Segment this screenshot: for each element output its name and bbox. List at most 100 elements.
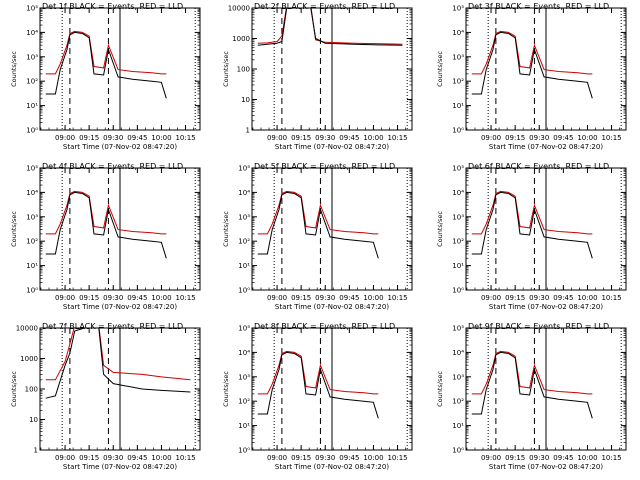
panel-det-4f: 10⁰ 10¹ 10² 10³ 10⁴ 10⁵ 09:00 09:15 09:30 09:45 10… bbox=[10, 162, 201, 311]
x-tick-label: 09:15 bbox=[505, 454, 525, 462]
x-tick-label: 09:00 bbox=[267, 454, 287, 462]
series-line-events bbox=[257, 8, 403, 46]
y-tick-label: 10000 bbox=[16, 325, 38, 333]
y-tick-label: 10¹ bbox=[452, 422, 464, 430]
series-line-events bbox=[471, 351, 593, 419]
y-tick-label: 10³ bbox=[452, 53, 464, 61]
x-axis-label: Start Time (07-Nov-02 08:47:20) bbox=[489, 463, 603, 471]
panel-title: Det 2f BLACK = Events, RED = LLD bbox=[254, 2, 395, 11]
panel-det-5f: 10⁰ 10¹ 10² 10³ 10⁴ 10⁵ 09:00 09:15 09:30 09:45 10… bbox=[222, 162, 413, 311]
x-tick-label: 09:45 bbox=[553, 454, 573, 462]
y-tick-label: 10³ bbox=[26, 213, 38, 221]
x-tick-label: 09:45 bbox=[553, 134, 573, 142]
series-line-lld bbox=[257, 350, 379, 395]
y-tick-label: 1 bbox=[34, 447, 38, 455]
y-axis-label: Counts/sec bbox=[222, 51, 230, 87]
y-tick-label: 10⁴ bbox=[452, 29, 464, 37]
panel-det-8f: 10⁰ 10¹ 10² 10³ 10⁴ 10⁵ 09:00 09:15 09:30 09:45 10… bbox=[222, 322, 413, 471]
panel-title: Det 7f BLACK = Events, RED = LLD bbox=[42, 322, 183, 331]
x-tick-label: 09:45 bbox=[339, 454, 359, 462]
y-tick-label: 10¹ bbox=[452, 262, 464, 270]
series-line-events bbox=[45, 328, 191, 399]
series-line-events bbox=[471, 191, 593, 259]
y-tick-label: 10² bbox=[452, 238, 464, 246]
x-tick-label: 09:15 bbox=[505, 134, 525, 142]
x-tick-label: 09:15 bbox=[79, 454, 99, 462]
series-line-lld bbox=[257, 8, 403, 45]
y-tick-label: 10⁰ bbox=[26, 127, 38, 135]
y-tick-label: 10⁴ bbox=[238, 189, 250, 197]
x-axis-label: Start Time (07-Nov-02 08:47:20) bbox=[275, 143, 389, 151]
y-axis-label: Counts/sec bbox=[436, 371, 444, 407]
panel-det-6f: 10⁰ 10¹ 10² 10³ 10⁴ 10⁵ 09:00 09:15 09:30 09:45 10… bbox=[436, 162, 627, 311]
x-tick-label: 09:45 bbox=[339, 294, 359, 302]
x-tick-label: 09:30 bbox=[103, 294, 123, 302]
panel-title: Det 8f BLACK = Events, RED = LLD bbox=[254, 322, 395, 331]
x-tick-label: 09:30 bbox=[315, 454, 335, 462]
x-tick-label: 09:00 bbox=[481, 134, 501, 142]
x-tick-label: 09:30 bbox=[529, 134, 549, 142]
x-axis-label: Start Time (07-Nov-02 08:47:20) bbox=[275, 463, 389, 471]
x-axis-label: Start Time (07-Nov-02 08:47:20) bbox=[489, 143, 603, 151]
y-axis-label: Counts/sec bbox=[10, 371, 18, 407]
x-axis-label: Start Time (07-Nov-02 08:47:20) bbox=[489, 303, 603, 311]
y-tick-label: 100 bbox=[237, 66, 250, 74]
x-tick-label: 10:00 bbox=[577, 454, 597, 462]
panel-title: Det 4f BLACK = Events, RED = LLD bbox=[42, 162, 183, 171]
series-line-events bbox=[45, 31, 167, 99]
x-tick-label: 10:15 bbox=[601, 454, 621, 462]
y-tick-label: 10² bbox=[452, 398, 464, 406]
y-tick-label: 10⁵ bbox=[452, 165, 464, 173]
y-tick-label: 10² bbox=[26, 238, 38, 246]
series-line-lld bbox=[471, 350, 593, 395]
y-axis-label: Counts/sec bbox=[10, 51, 18, 87]
x-tick-label: 09:00 bbox=[267, 294, 287, 302]
y-axis-label: Counts/sec bbox=[222, 371, 230, 407]
panel-title: Det 1f BLACK = Events, RED = LLD bbox=[42, 2, 183, 11]
x-tick-label: 09:00 bbox=[55, 134, 75, 142]
y-tick-label: 1000 bbox=[20, 355, 38, 363]
x-tick-label: 09:30 bbox=[529, 454, 549, 462]
y-tick-label: 10⁵ bbox=[238, 325, 250, 333]
y-tick-label: 10⁰ bbox=[26, 287, 38, 295]
y-tick-label: 10⁴ bbox=[26, 29, 38, 37]
x-tick-label: 10:15 bbox=[387, 134, 407, 142]
x-tick-label: 10:15 bbox=[387, 454, 407, 462]
y-axis-label: Counts/sec bbox=[436, 211, 444, 247]
y-tick-label: 10⁴ bbox=[452, 189, 464, 197]
panel-det-2f: 1 10 100 1000 10000 09:00 09:15 09:30 09:45 10:00… bbox=[222, 2, 413, 151]
x-tick-label: 10:15 bbox=[175, 134, 195, 142]
x-tick-label: 09:45 bbox=[339, 134, 359, 142]
x-tick-label: 09:15 bbox=[291, 454, 311, 462]
x-tick-label: 09:15 bbox=[291, 294, 311, 302]
x-tick-label: 10:00 bbox=[363, 134, 383, 142]
series-line-events bbox=[257, 191, 379, 259]
y-tick-label: 10¹ bbox=[26, 262, 38, 270]
y-tick-label: 10¹ bbox=[452, 102, 464, 110]
x-axis-label: Start Time (07-Nov-02 08:47:20) bbox=[63, 143, 177, 151]
y-tick-label: 10⁰ bbox=[452, 447, 464, 455]
y-tick-label: 10¹ bbox=[238, 262, 250, 270]
panel-title: Det 5f BLACK = Events, RED = LLD bbox=[254, 162, 395, 171]
x-tick-label: 09:45 bbox=[553, 294, 573, 302]
x-tick-label: 10:00 bbox=[577, 294, 597, 302]
x-tick-label: 10:00 bbox=[151, 134, 171, 142]
x-tick-label: 09:45 bbox=[127, 134, 147, 142]
y-tick-label: 10³ bbox=[452, 213, 464, 221]
x-tick-label: 10:00 bbox=[363, 294, 383, 302]
y-tick-label: 10³ bbox=[238, 213, 250, 221]
y-tick-label: 10⁵ bbox=[26, 165, 38, 173]
series-line-events bbox=[471, 31, 593, 99]
series-line-lld bbox=[45, 190, 167, 235]
panel-title: Det 9f BLACK = Events, RED = LLD bbox=[468, 322, 609, 331]
x-tick-label: 09:30 bbox=[529, 294, 549, 302]
x-tick-label: 09:15 bbox=[79, 294, 99, 302]
y-tick-label: 1000 bbox=[232, 35, 250, 43]
y-tick-label: 10⁰ bbox=[238, 287, 250, 295]
x-tick-label: 09:30 bbox=[315, 294, 335, 302]
x-tick-label: 10:15 bbox=[601, 294, 621, 302]
x-tick-label: 09:00 bbox=[55, 454, 75, 462]
x-tick-label: 09:00 bbox=[267, 134, 287, 142]
panel-det-7f: 1 10 100 1000 10000 09:00 09:15 09:30 09:45 10:00… bbox=[10, 322, 201, 471]
